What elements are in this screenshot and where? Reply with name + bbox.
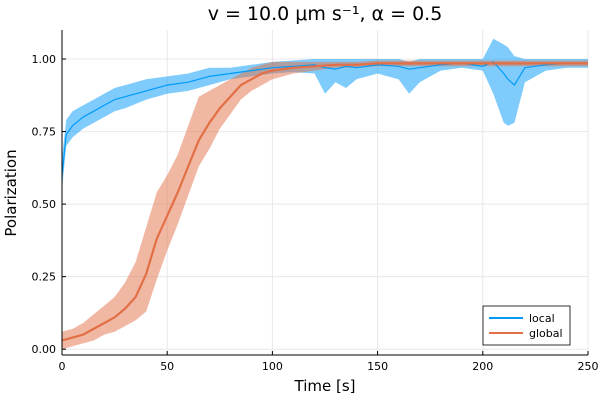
legend-label-local: local xyxy=(529,312,555,325)
x-tick-label: 250 xyxy=(578,360,599,373)
band-global xyxy=(62,60,588,350)
y-ticks: 0.00 0.25 0.50 0.75 1.00 xyxy=(32,53,66,356)
chart-title: v = 10.0 μm s⁻¹, α = 0.5 xyxy=(208,3,443,25)
x-tick-label: 0 xyxy=(59,360,66,373)
y-axis-label: Polarization xyxy=(2,149,20,236)
y-tick-label: 1.00 xyxy=(32,53,57,66)
y-tick-label: 0.25 xyxy=(32,271,57,284)
x-tick-label: 100 xyxy=(262,360,283,373)
x-ticks: 0 50 100 150 200 250 xyxy=(59,351,599,373)
y-tick-label: 0.50 xyxy=(32,198,57,211)
legend-label-global: global xyxy=(529,327,563,340)
series-lines xyxy=(61,61,588,342)
x-tick-label: 50 xyxy=(160,360,174,373)
y-tick-label: 0.00 xyxy=(32,343,57,356)
band-local xyxy=(62,38,588,190)
legend: local global xyxy=(482,305,571,346)
grid xyxy=(61,30,589,355)
x-tick-label: 200 xyxy=(472,360,493,373)
y-tick-label: 0.75 xyxy=(32,126,57,139)
series-line-local xyxy=(61,61,588,176)
series-line-global xyxy=(61,62,588,342)
x-axis-label: Time [s] xyxy=(294,377,356,395)
uncertainty-bands xyxy=(62,38,588,350)
x-tick-label: 150 xyxy=(367,360,388,373)
legend-box xyxy=(482,305,571,346)
